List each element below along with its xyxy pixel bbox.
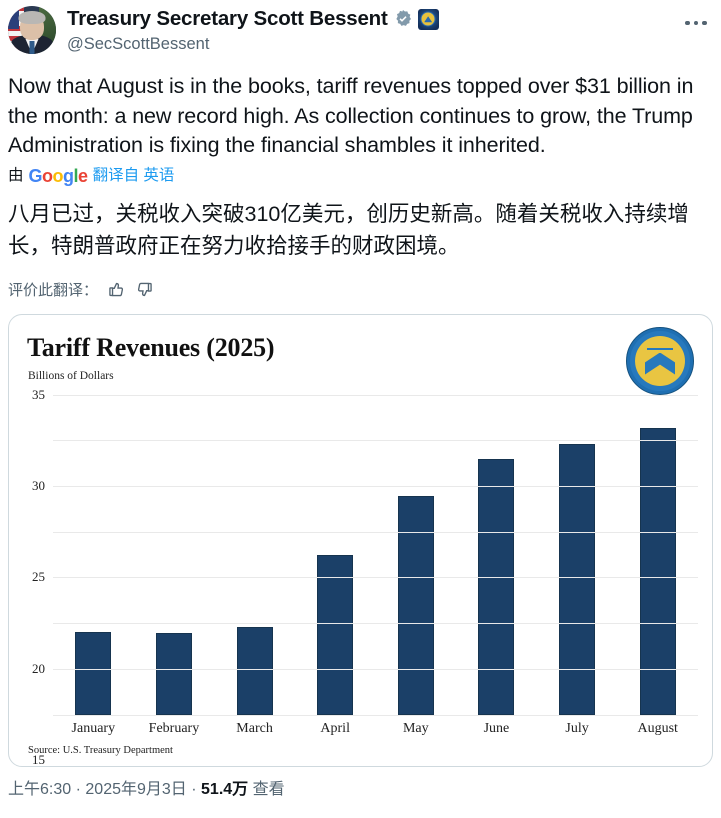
translation-source-language[interactable]: 翻译自 英语 [92,166,175,184]
chart-bar-wrap [214,395,295,715]
thumbs-up-icon[interactable] [107,280,126,299]
chart-title: Tariff Revenues (2025) [27,332,275,362]
chart-bars [53,395,698,715]
google-logo-icon: Google [28,165,89,186]
chart-y-axis-tick: 35 [32,386,45,402]
chart-source-note: Source: U.S. Treasury Department [28,744,173,756]
chart-bar [236,626,273,715]
chart-gridline: 15 [32,577,698,766]
tweet-text: Now that August is in the books, tariff … [8,74,694,157]
rate-translation-label: 评价此翻译： [8,281,99,299]
avatar-hair [18,11,46,24]
chart-bar-wrap [53,395,134,715]
translation-prefix: 由 [8,166,24,184]
chart-bar-wrap [617,395,698,715]
chart-gridline: 30 [32,440,698,493]
chart-gridline: 5 [53,668,698,670]
rate-translation-row: 评价此翻译： [8,279,713,300]
avatar[interactable] [8,6,56,54]
chart-y-axis-tick: 30 [32,477,45,493]
chart-bar [397,496,434,715]
display-name-line: Treasury Secretary Scott Bessent [67,7,439,31]
chart-gridline: 35 [32,387,698,402]
footer-separator-2: · [191,780,197,798]
chart-bar [155,633,192,715]
thumbs-down-icon[interactable] [135,280,154,299]
chart-bar-wrap [295,395,376,715]
tweet-footer: 上午6:30 · 2025年9月3日 · 51.4万 查看 [8,779,713,801]
us-treasury-seal-icon [626,326,694,395]
chart-plot-area: 0 5 10 15 20 25 30 35 January February March April… [9,387,712,766]
chart-bar [478,459,515,715]
chart-bar [317,555,354,715]
chart-x-axis-tick: July [565,720,589,736]
chart-x-axis-tick: April [320,720,350,736]
account-handle[interactable]: @SecScottBessent [67,35,210,53]
treasury-affiliate-badge-icon[interactable] [417,8,439,30]
chart-card[interactable]: Tariff Revenues (2025) Billions of Dolla… [8,313,713,767]
chart-y-axis-tick: 25 [32,569,45,585]
verified-badge-icon [393,9,413,29]
chart-bar [75,632,112,715]
account-names: Treasury Secretary Scott Bessent @SecSco… [67,6,439,55]
chart-grid: 0 5 10 15 20 25 30 35 [32,387,698,766]
translated-text: 八月已过，关税收入突破310亿美元，创历史新高。随着关税收入持续增长，特朗普政府… [8,201,689,258]
chart-x-axis-tick: August [637,720,678,736]
views-label: 查看 [252,780,285,798]
chart-x-axis-labels: January February March April May June July Augu… [53,721,698,737]
avatar-tie [29,41,35,54]
chart-gridline: 25 [32,485,698,584]
chart-bar-wrap [134,395,215,715]
tweet-header: Treasury Secretary Scott Bessent @SecSco… [8,0,713,62]
translation-attribution: 由 Google 翻译自 英语 [8,166,713,186]
chart-x-axis-tick: March [236,720,273,736]
chart-bar-wrap [456,395,537,715]
chart-bar-wrap [376,395,457,715]
footer-separator-1: · [75,780,81,798]
more-options-icon[interactable] [679,12,713,34]
chart-x-axis-tick: June [483,720,510,736]
chart-bar [559,443,596,715]
chart-x-axis-tick: May [402,720,429,736]
chart-gridline: 20 [32,531,698,676]
tweet-date: 2025年9月3日 [85,780,187,798]
tweet-time: 上午6:30 [8,780,72,798]
chart-bar [639,428,676,715]
chart-gridline: 10 [53,623,698,625]
chart-y-axis-tick: 20 [32,660,45,676]
chart-y-axis-tick: 15 [32,752,45,767]
chart-gridline: 0 [53,714,698,716]
chart-x-axis-tick: January [71,720,116,736]
display-name[interactable]: Treasury Secretary Scott Bessent [67,7,388,30]
chart-x-axis-tick: February [148,720,200,736]
chart-bar-wrap [537,395,618,715]
views-count: 51.4万 [201,780,249,798]
chart-subtitle: Billions of Dollars [28,369,114,382]
